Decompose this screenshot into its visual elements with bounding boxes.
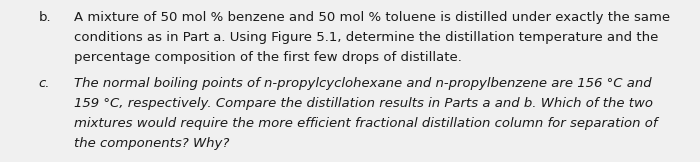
Text: percentage composition of the first few drops of distillate.: percentage composition of the first few … xyxy=(74,51,461,64)
Text: the components? Why?: the components? Why? xyxy=(74,138,229,150)
Text: 159 °C, respectively. Compare the distillation results in Parts a and b. Which o: 159 °C, respectively. Compare the distil… xyxy=(74,97,652,110)
Text: c.: c. xyxy=(38,77,50,90)
Text: The normal boiling points of n-propylcyclohexane and n-propylbenzene are 156 °C : The normal boiling points of n-propylcyc… xyxy=(74,77,651,90)
Text: mixtures would require the more efficient fractional distillation column for sep: mixtures would require the more efficien… xyxy=(74,117,657,130)
Text: conditions as in Part a. Using Figure 5.1, determine the distillation temperatur: conditions as in Part a. Using Figure 5.… xyxy=(74,31,658,44)
Text: b.: b. xyxy=(38,11,51,24)
Text: A mixture of 50 mol % benzene and 50 mol % toluene is distilled under exactly th: A mixture of 50 mol % benzene and 50 mol… xyxy=(74,11,670,24)
